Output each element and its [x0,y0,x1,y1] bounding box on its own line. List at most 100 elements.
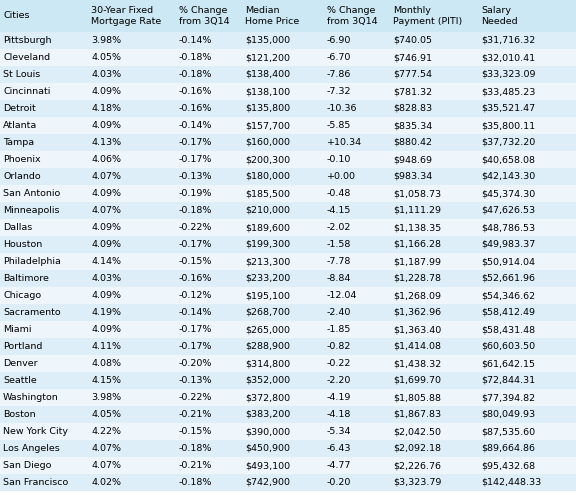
Bar [478,202,576,219]
Bar [390,338,478,355]
Bar [390,32,478,49]
Text: 4.07%: 4.07% [91,172,121,181]
Text: $1,187.99: $1,187.99 [393,257,441,266]
Bar [478,219,576,236]
Bar [478,32,576,49]
Text: -7.32: -7.32 [327,87,351,96]
Bar [478,151,576,168]
Text: -0.18%: -0.18% [179,478,213,487]
Text: $1,363.40: $1,363.40 [393,325,441,334]
Text: 4.08%: 4.08% [91,359,121,368]
Text: -1.85: -1.85 [327,325,351,334]
Text: $42,143.30: $42,143.30 [481,172,535,181]
Text: -1.58: -1.58 [327,240,351,249]
Bar [176,389,242,406]
Bar [0,66,88,83]
Bar [176,100,242,117]
Bar [324,287,390,304]
Text: $80,049.93: $80,049.93 [481,410,535,419]
Bar [390,134,478,151]
Text: Detroit: Detroit [3,104,36,113]
Bar [176,32,242,49]
Bar [478,440,576,457]
Text: -0.13%: -0.13% [179,376,213,385]
Text: $135,000: $135,000 [245,36,290,45]
Text: 4.05%: 4.05% [91,53,121,62]
Bar [390,304,478,321]
Text: New York City: New York City [3,427,68,436]
Bar [176,440,242,457]
Text: $781.32: $781.32 [393,87,432,96]
Text: $142,448.33: $142,448.33 [481,478,541,487]
Bar [242,304,324,321]
Text: -0.20%: -0.20% [179,359,213,368]
Bar [390,168,478,185]
Text: 4.09%: 4.09% [91,121,121,130]
Text: Los Angeles: Los Angeles [3,444,60,453]
Text: -0.17%: -0.17% [179,325,213,334]
Text: $742,900: $742,900 [245,478,290,487]
Text: Cincinnati: Cincinnati [3,87,50,96]
Text: $1,138.35: $1,138.35 [393,223,441,232]
Bar [390,236,478,253]
Bar [390,185,478,202]
Bar [242,32,324,49]
Bar [478,168,576,185]
Text: 3.98%: 3.98% [91,36,121,45]
Bar [176,219,242,236]
Text: $288,900: $288,900 [245,342,290,351]
Bar [478,270,576,287]
Text: San Antonio: San Antonio [3,189,60,198]
Bar [0,117,88,134]
Bar [390,202,478,219]
Bar [242,321,324,338]
Bar [176,474,242,491]
Text: $1,699.70: $1,699.70 [393,376,441,385]
Bar [88,0,176,32]
Bar [324,100,390,117]
Text: Portland: Portland [3,342,43,351]
Bar [242,474,324,491]
Text: -4.19: -4.19 [327,393,351,402]
Bar [390,372,478,389]
Bar [242,66,324,83]
Text: $383,200: $383,200 [245,410,290,419]
Text: -2.20: -2.20 [327,376,351,385]
Text: Seattle: Seattle [3,376,37,385]
Bar [0,321,88,338]
Bar [242,83,324,100]
Text: -12.04: -12.04 [327,291,357,300]
Bar [0,287,88,304]
Text: -7.86: -7.86 [327,70,351,79]
Bar [478,66,576,83]
Text: 4.09%: 4.09% [91,223,121,232]
Text: -0.22%: -0.22% [179,393,213,402]
Text: 4.06%: 4.06% [91,155,121,164]
Bar [242,287,324,304]
Text: San Diego: San Diego [3,461,51,470]
Text: $835.34: $835.34 [393,121,432,130]
Text: $2,226.76: $2,226.76 [393,461,441,470]
Text: $77,394.82: $77,394.82 [481,393,535,402]
Text: -2.40: -2.40 [327,308,351,317]
Text: $1,414.08: $1,414.08 [393,342,441,351]
Text: 4.02%: 4.02% [91,478,121,487]
Text: $1,268.09: $1,268.09 [393,291,441,300]
Bar [478,457,576,474]
Text: $210,000: $210,000 [245,206,290,215]
Text: $54,346.62: $54,346.62 [481,291,535,300]
Text: -0.82: -0.82 [327,342,351,351]
Bar [176,287,242,304]
Bar [390,355,478,372]
Text: -10.36: -10.36 [327,104,358,113]
Bar [176,236,242,253]
Text: % Change
from 3Q14: % Change from 3Q14 [327,6,378,26]
Text: 4.07%: 4.07% [91,444,121,453]
Text: -0.21%: -0.21% [179,461,213,470]
Bar [88,270,176,287]
Bar [176,355,242,372]
Text: $35,800.11: $35,800.11 [481,121,535,130]
Text: Pittsburgh: Pittsburgh [3,36,51,45]
Text: $1,805.88: $1,805.88 [393,393,441,402]
Text: 4.13%: 4.13% [91,138,121,147]
